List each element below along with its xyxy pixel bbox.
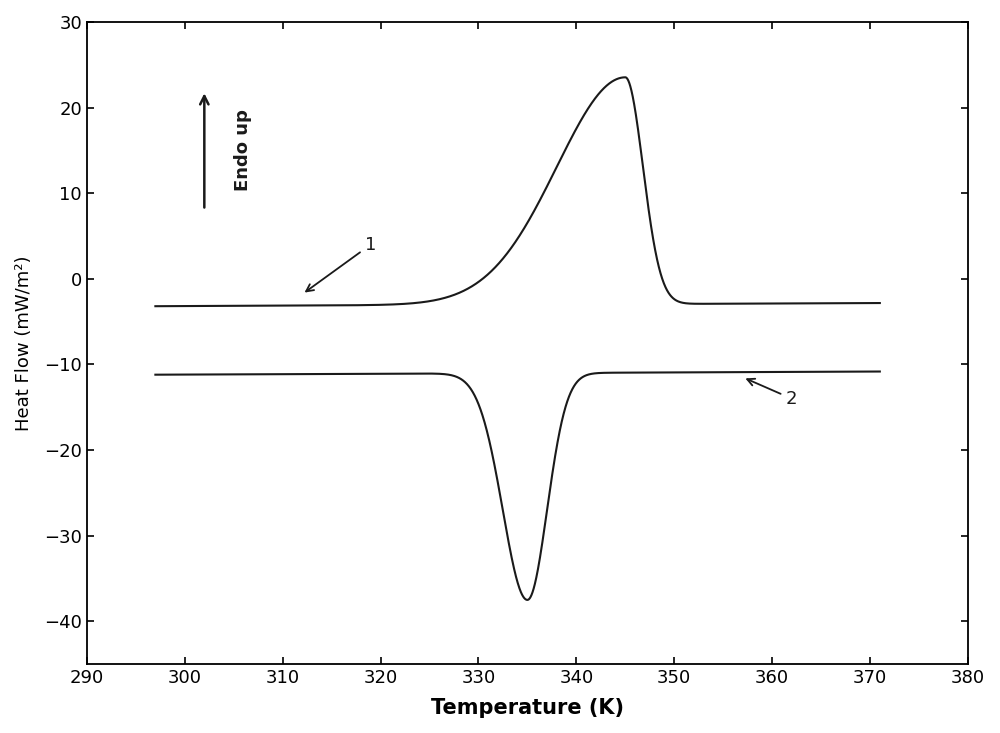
Text: Endo up: Endo up bbox=[234, 109, 252, 191]
Text: 1: 1 bbox=[306, 235, 376, 292]
Y-axis label: Heat Flow (mW/m²): Heat Flow (mW/m²) bbox=[15, 255, 33, 431]
Text: 2: 2 bbox=[747, 379, 797, 408]
X-axis label: Temperature (K): Temperature (K) bbox=[431, 698, 624, 718]
